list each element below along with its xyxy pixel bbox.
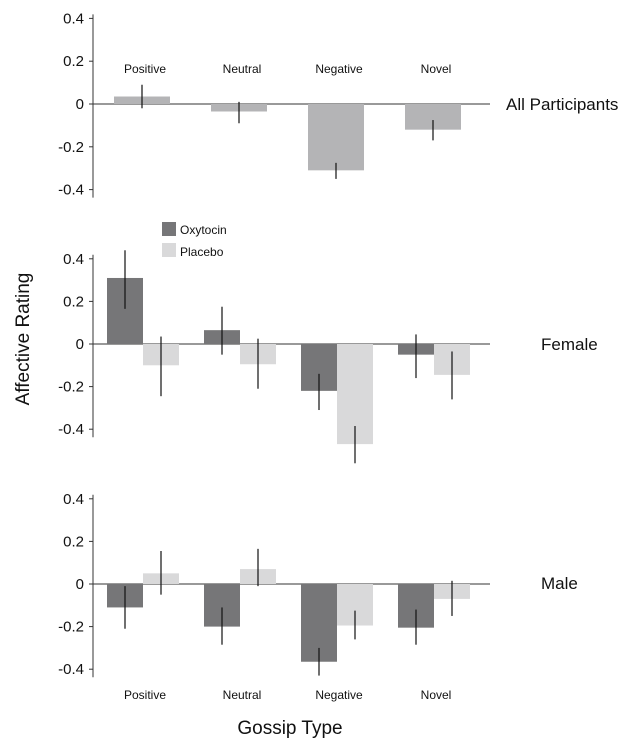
y-tick-label: -0.4 bbox=[58, 182, 84, 199]
category-label-neutral: Neutral bbox=[223, 62, 262, 76]
y-tick-label: 0.2 bbox=[63, 53, 84, 70]
y-tick-label: 0.4 bbox=[63, 491, 84, 508]
legend-label-placebo: Placebo bbox=[180, 245, 224, 259]
y-tick-label: 0 bbox=[76, 576, 84, 593]
y-tick-label: -0.2 bbox=[58, 139, 84, 156]
category-label-novel: Novel bbox=[421, 62, 452, 76]
y-tick-label: -0.4 bbox=[58, 421, 84, 438]
y-tick-label: 0.2 bbox=[63, 293, 84, 310]
y-tick-label: 0.4 bbox=[63, 251, 84, 268]
panel-2: 0.4 0.2 0 -0.2 -0.4 Positive Neutral Negative No… bbox=[58, 491, 578, 702]
y-tick-label: -0.4 bbox=[58, 661, 84, 678]
legend-label-oxytocin: Oxytocin bbox=[180, 223, 227, 237]
legend: Oxytocin Placebo bbox=[162, 222, 227, 259]
category-label-negative: Negative bbox=[315, 688, 363, 702]
panel-0: 0.4 0.2 0 -0.2 -0.4 Positive Neutral Negative No… bbox=[58, 10, 618, 198]
panel-label: Female bbox=[541, 335, 598, 354]
category-label-novel: Novel bbox=[421, 688, 452, 702]
legend-swatch-placebo bbox=[162, 243, 176, 257]
y-axis-title: Affective Rating bbox=[13, 273, 34, 406]
category-label-negative: Negative bbox=[315, 62, 363, 76]
y-tick-label: 0.2 bbox=[63, 533, 84, 550]
y-tick-label: -0.2 bbox=[58, 619, 84, 636]
y-tick-label: 0 bbox=[76, 96, 84, 113]
y-tick-label: 0.4 bbox=[63, 10, 84, 27]
x-axis-title: Gossip Type bbox=[237, 718, 342, 739]
panel-label: All Participants bbox=[506, 95, 618, 114]
y-tick-label: 0 bbox=[76, 336, 84, 353]
bar-all-negative bbox=[308, 104, 364, 171]
category-label-positive: Positive bbox=[124, 688, 166, 702]
panel-label: Male bbox=[541, 574, 578, 593]
legend-swatch-oxytocin bbox=[162, 222, 176, 236]
chart-panels: 0.4 0.2 0 -0.2 -0.4 Positive Neutral Negative No… bbox=[58, 10, 618, 702]
panel-1: 0.4 0.2 0 -0.2 -0.4 Female bbox=[58, 250, 598, 464]
category-label-neutral: Neutral bbox=[223, 688, 262, 702]
y-tick-label: -0.2 bbox=[58, 379, 84, 396]
category-label-positive: Positive bbox=[124, 62, 166, 76]
